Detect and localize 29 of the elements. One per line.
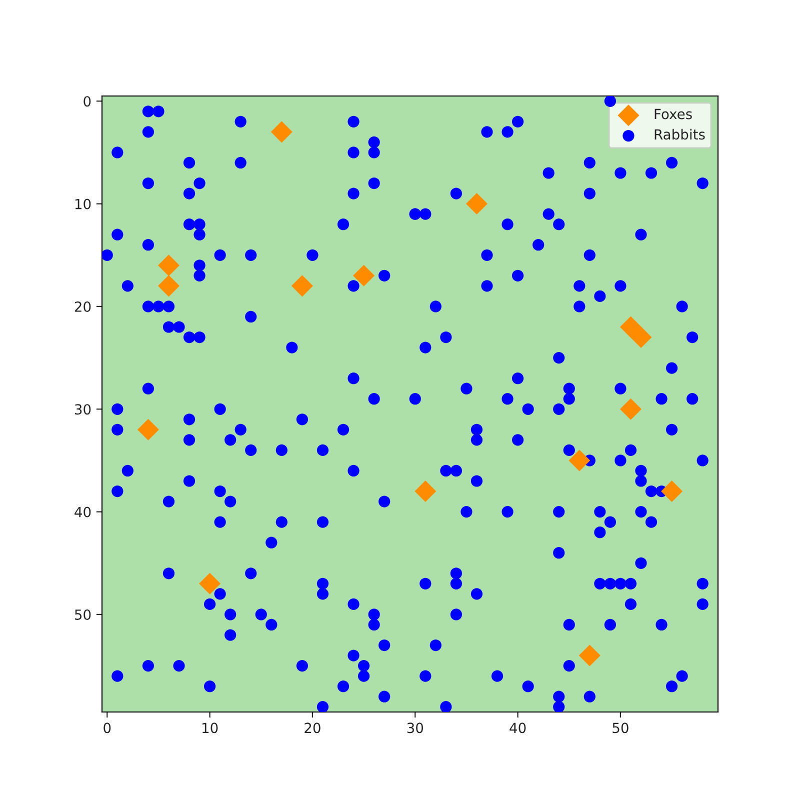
point	[620, 398, 642, 420]
point	[353, 264, 375, 286]
point	[466, 193, 488, 215]
y-tick-label: 50	[74, 609, 91, 620]
y-tick-label: 20	[74, 301, 91, 312]
point	[414, 480, 436, 502]
x-tick-label: 0	[104, 722, 111, 734]
point	[578, 644, 600, 666]
y-tick-label: 10	[75, 198, 91, 210]
point	[158, 254, 180, 276]
x-tick-label: 30	[407, 722, 424, 734]
y-tick-label: 40	[74, 506, 91, 518]
x-tick-label: 40	[510, 722, 526, 734]
point	[137, 418, 159, 440]
x-tick-label: 50	[612, 722, 628, 734]
y-tick-label: 30	[74, 404, 91, 415]
y-tick-label: 0	[84, 96, 91, 107]
legend-label: Foxes	[654, 108, 692, 120]
point	[630, 326, 652, 348]
x-tick-label: 10	[202, 722, 218, 734]
legend-label: Rabbits	[654, 128, 705, 140]
point	[270, 121, 292, 143]
x-tick-label: 20	[304, 722, 320, 734]
point	[291, 275, 313, 297]
point	[568, 450, 590, 472]
point	[199, 572, 221, 594]
point	[620, 316, 642, 338]
point	[158, 275, 180, 297]
point	[661, 480, 683, 502]
